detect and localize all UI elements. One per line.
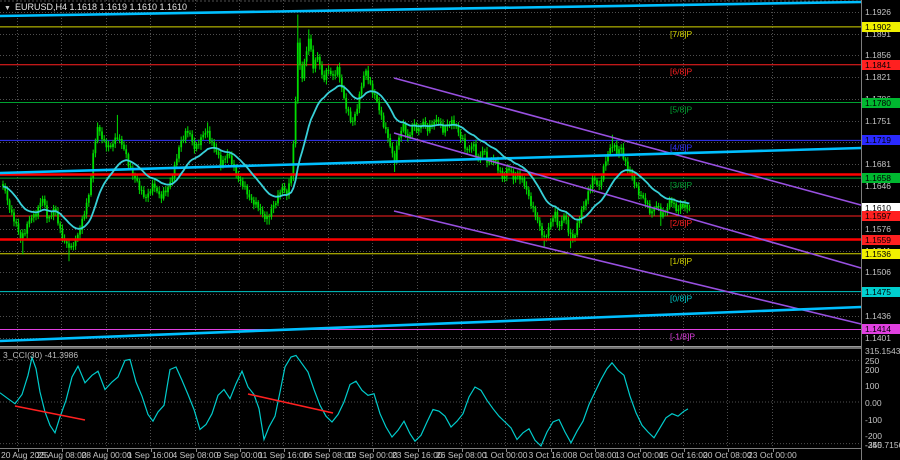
time-label: 19 Sep 00:00 [347, 450, 398, 460]
murrey-level-label: [1/8]P [670, 256, 693, 266]
time-tick [639, 449, 641, 452]
time-tick [328, 449, 330, 452]
time-axis-divider [0, 448, 862, 449]
murrey-level-label: [6/8]P [670, 67, 693, 77]
support-lines-layer [0, 173, 861, 241]
price-axis[interactable]: 1.19261.18911.18561.18211.17861.17511.17… [862, 0, 900, 460]
cci-tick-label: -100 [865, 414, 883, 425]
time-label: 28 Aug 00:00 [81, 450, 132, 460]
price-badge: 1.1536 [862, 248, 900, 259]
price-badge: 1.1902 [862, 21, 900, 32]
time-label: 26 Sep 08:00 [436, 450, 487, 460]
time-label: 4 Sep 08:00 [172, 450, 219, 460]
time-label: 23 Sep 16:00 [392, 450, 443, 460]
time-label: 20 Aug 2025 [1, 450, 49, 460]
descending-channel-layer[interactable] [393, 77, 862, 325]
time-tick [683, 449, 685, 452]
price-badge: 1.1475 [862, 286, 900, 297]
cci-tick-label: 250 [865, 356, 880, 367]
time-label: 8 Oct 08:00 [572, 450, 617, 460]
murrey-level-label: [5/8]P [670, 105, 693, 115]
time-tick [17, 449, 19, 452]
time-tick [372, 449, 374, 452]
candles-layer [2, 14, 691, 262]
price-badge: 1.1597 [862, 210, 900, 221]
cci-tick-label: 200 [865, 364, 880, 375]
murrey-level-label: [0/8]P [670, 294, 693, 304]
cci-line [0, 354, 689, 448]
time-label: 1 Sep 16:00 [127, 450, 174, 460]
price-chart-canvas[interactable]: [7/8]P [6/8]P [5/8]P [4/8]P [3/8]P [2/8]P [1/8… [0, 0, 862, 346]
trend-lines-layer[interactable] [0, 0, 862, 343]
time-label: 25 Aug 08:00 [36, 450, 87, 460]
murrey-level-label: [2/8]P [670, 218, 693, 228]
cci-indicator-label: 3_CCI(30) -41.3986 [3, 350, 79, 360]
price-tick-label: 1.1751 [865, 115, 891, 126]
time-label: 16 Sep 08:00 [303, 450, 354, 460]
time-label: 15 Oct 16:00 [659, 450, 708, 460]
time-label: 13 Oct 00:00 [615, 450, 664, 460]
cci-tick-label: -345.7156 [865, 440, 900, 450]
cci-trendline[interactable] [247, 393, 334, 414]
time-tick [727, 449, 729, 452]
cci-tick-label: 315.1543 [865, 346, 900, 356]
time-tick [195, 449, 197, 452]
time-tick [461, 449, 463, 452]
price-badge: 1.1559 [862, 234, 900, 245]
murrey-level-label: [3/8]P [670, 180, 693, 190]
time-tick [772, 449, 774, 452]
chart-title-bar: ▼ EURUSD,H4 1.1618 1.1619 1.1610 1.1610 [4, 2, 187, 12]
murrey-level-label: [7/8]P [670, 29, 693, 39]
moving-average-line [2, 84, 690, 230]
price-tick-label: 1.1891 [865, 28, 891, 39]
cci-tick-label: 100 [865, 381, 880, 392]
time-axis[interactable]: 20 Aug 2025 25 Aug 08:00 28 Aug 00:00 1 Sep… [0, 449, 862, 460]
murrey-levels-layer: [7/8]P [6/8]P [5/8]P [4/8]P [3/8]P [2/8]P [1/8… [0, 26, 861, 341]
cci-tick-label: -250 [865, 439, 883, 450]
chart-title: EURUSD,H4 1.1618 1.1619 1.1610 1.1610 [14, 2, 188, 12]
time-label: 3 Oct 16:00 [528, 450, 573, 460]
price-badge: 1.1658 [862, 173, 900, 184]
time-label: 20 Oct 08:00 [703, 450, 752, 460]
price-tick-label: 1.1436 [865, 310, 891, 321]
time-label: 11 Sep 16:00 [258, 450, 309, 460]
price-tick-label: 1.1646 [865, 180, 891, 191]
price-tick-label: 1.1576 [865, 224, 891, 234]
time-label: 1 Oct 00:00 [483, 450, 528, 460]
time-tick [283, 449, 285, 452]
price-tick-label: 1.1926 [865, 7, 891, 17]
time-tick [594, 449, 596, 452]
price-tick-label: 1.1506 [865, 267, 891, 278]
price-tick-label: 1.1821 [865, 72, 891, 83]
cci-trendline[interactable] [14, 405, 86, 421]
time-tick [150, 449, 152, 452]
cci-tick-label: -200 [865, 431, 883, 442]
time-label: 9 Sep 00:00 [216, 450, 263, 460]
time-tick [417, 449, 419, 452]
price-badge: 1.1719 [862, 135, 900, 146]
time-tick [106, 449, 108, 452]
time-tick [550, 449, 552, 452]
price-tick-label: 1.1401 [865, 332, 891, 343]
time-tick [505, 449, 507, 452]
time-label: 23 Oct 00:00 [748, 450, 797, 460]
time-tick [61, 449, 63, 452]
price-tick-label: 1.1856 [865, 50, 891, 61]
axis-separator [861, 0, 862, 460]
pane-divider[interactable] [0, 346, 862, 349]
price-chart-pane[interactable]: [7/8]P [6/8]P [5/8]P [4/8]P [3/8]P [2/8]P [1/8… [0, 0, 862, 346]
murrey-level-label: [4/8]P [670, 142, 693, 152]
price-badge: 1.1610 [862, 202, 900, 213]
price-badge: 1.1780 [862, 97, 900, 108]
cci-tick-label: 0.00 [865, 398, 882, 408]
cci-indicator-pane[interactable] [0, 349, 862, 448]
price-tick-label: 1.1681 [865, 158, 891, 169]
price-badge: 1.1841 [862, 59, 900, 70]
price-badge: 1.1414 [862, 324, 900, 335]
murrey-level-label: [-1/8]P [670, 331, 695, 341]
cci-canvas[interactable] [0, 349, 862, 448]
time-tick [239, 449, 241, 452]
collapse-triangle-icon[interactable]: ▼ [4, 5, 11, 12]
